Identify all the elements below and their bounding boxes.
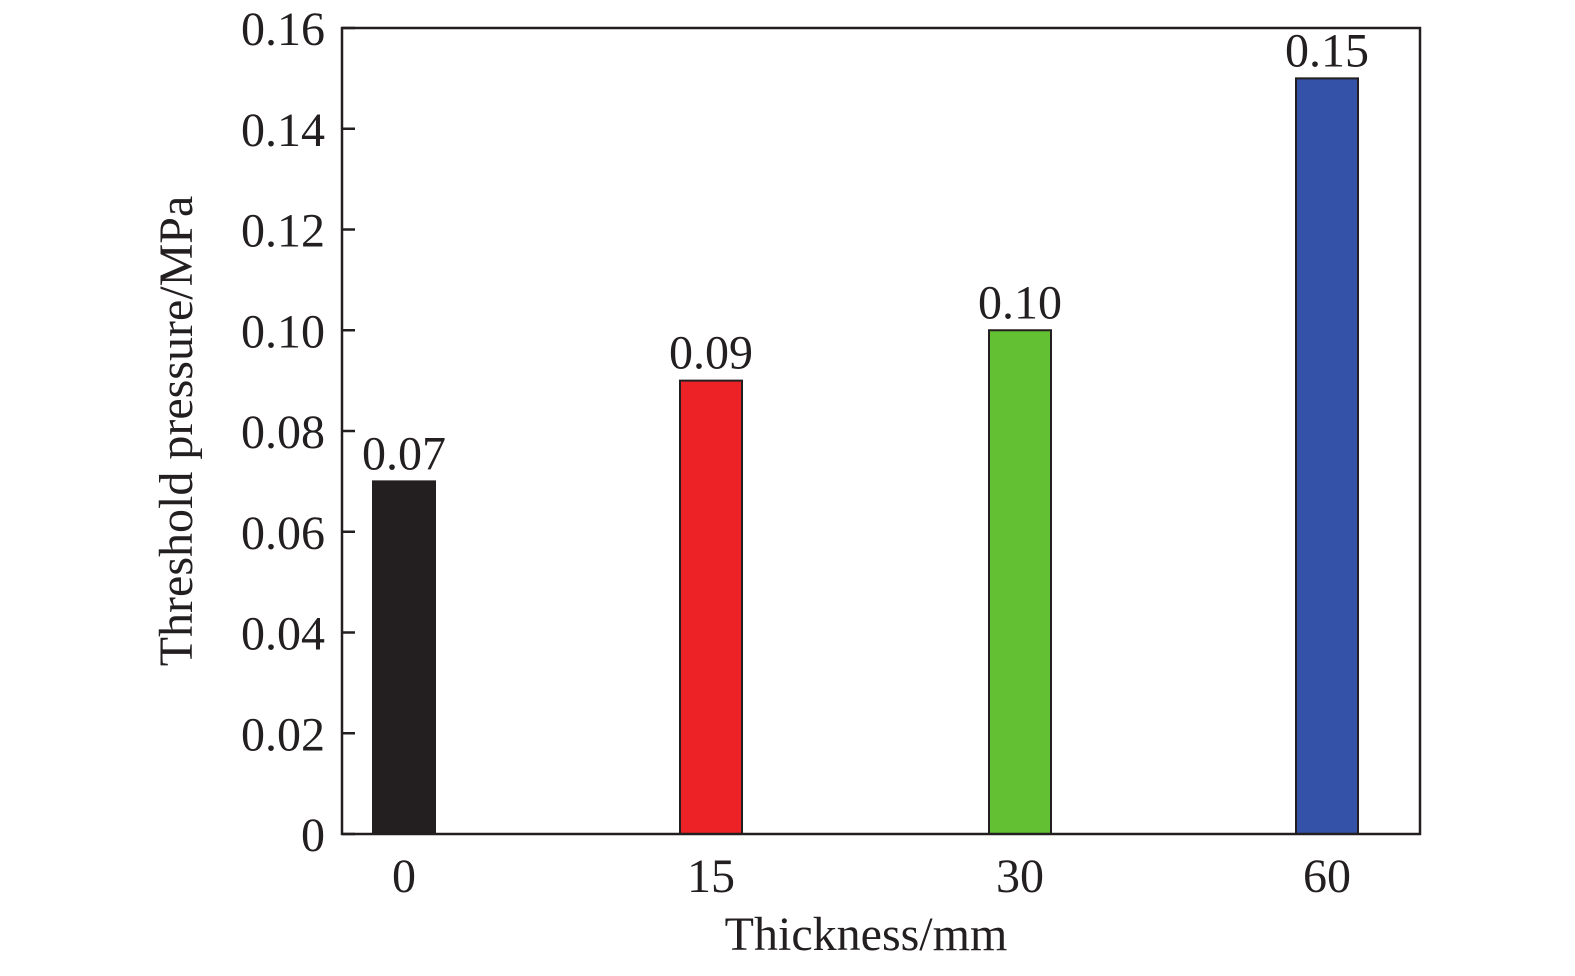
bar-0	[373, 481, 435, 834]
x-tick-label-0: 0	[392, 850, 416, 903]
data-labels-layer: 0.07 0.09 0.10 0.15	[362, 24, 1369, 480]
y-tick-label-6: 0.12	[241, 205, 325, 258]
y-tick-label-3: 0.06	[241, 507, 325, 560]
y-tick-label-4: 0.08	[241, 406, 325, 459]
data-label-15: 0.09	[669, 327, 753, 380]
x-tick-label-60: 60	[1303, 850, 1351, 903]
plot-frame	[342, 28, 1420, 834]
y-tick-label-2: 0.04	[241, 608, 325, 661]
bar-60	[1296, 78, 1358, 834]
bars-layer	[373, 78, 1358, 834]
bar-15	[680, 381, 742, 834]
y-tick-label-5: 0.10	[241, 305, 325, 358]
x-axis-title: Thickness/mm	[725, 908, 1008, 961]
data-label-60: 0.15	[1285, 24, 1369, 77]
x-tick-label-15: 15	[687, 850, 735, 903]
x-tick-label-30: 30	[996, 850, 1044, 903]
y-axis: 0 0.02 0.04 0.06 0.08 0.10 0.12 0.14 0.16	[241, 3, 355, 862]
y-axis-title: Threshold pressure/MPa	[150, 196, 203, 667]
data-label-0: 0.07	[362, 427, 446, 480]
bar-30	[989, 330, 1051, 834]
y-tick-label-8: 0.16	[241, 3, 325, 56]
data-label-30: 0.10	[978, 276, 1062, 329]
y-tick-label-0: 0	[301, 809, 325, 862]
y-tick-label-7: 0.14	[241, 104, 325, 157]
x-axis: 0 15 30 60	[392, 850, 1351, 903]
y-tick-label-1: 0.02	[241, 708, 325, 761]
